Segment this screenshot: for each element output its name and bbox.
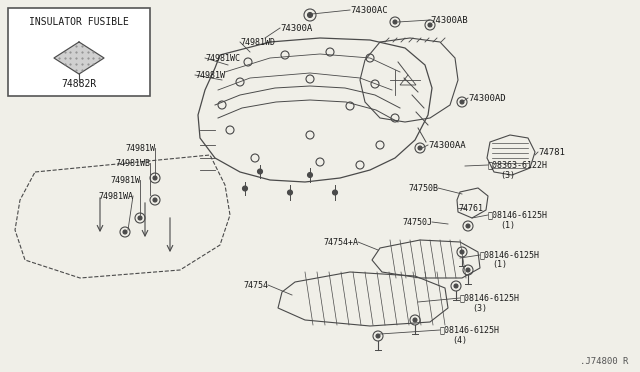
Circle shape (418, 146, 422, 150)
Text: INSULATOR FUSIBLE: INSULATOR FUSIBLE (29, 17, 129, 27)
Text: 74754+A: 74754+A (323, 237, 358, 247)
Text: 74750B: 74750B (408, 183, 438, 192)
FancyBboxPatch shape (8, 8, 150, 96)
Text: Ⓑ08146-6125H: Ⓑ08146-6125H (488, 211, 548, 219)
Circle shape (376, 334, 380, 338)
Text: 74981WA: 74981WA (98, 192, 133, 201)
Text: 74981WC: 74981WC (205, 54, 240, 62)
Polygon shape (54, 42, 104, 74)
Text: (1): (1) (492, 260, 507, 269)
Circle shape (454, 284, 458, 288)
Text: 74981W: 74981W (110, 176, 140, 185)
Circle shape (428, 23, 432, 27)
Text: (3): (3) (500, 170, 515, 180)
Circle shape (138, 216, 142, 220)
Circle shape (393, 20, 397, 24)
Text: .J74800 R: .J74800 R (580, 357, 628, 366)
Text: Ⓑ08146-6125H: Ⓑ08146-6125H (480, 250, 540, 260)
Circle shape (460, 250, 464, 254)
Text: Ⓑ08146-6125H: Ⓑ08146-6125H (460, 294, 520, 302)
Text: 74981W: 74981W (125, 144, 155, 153)
Text: (1): (1) (500, 221, 515, 230)
Circle shape (466, 268, 470, 272)
Text: Ⓑ08146-6125H: Ⓑ08146-6125H (440, 326, 500, 334)
Text: 74781: 74781 (538, 148, 565, 157)
Text: (4): (4) (452, 336, 467, 344)
Circle shape (243, 186, 248, 191)
Text: 74300AB: 74300AB (430, 16, 468, 25)
Text: 74750J: 74750J (402, 218, 432, 227)
Text: 74981W: 74981W (195, 71, 225, 80)
Text: 74300AA: 74300AA (428, 141, 466, 150)
Text: (3): (3) (472, 304, 487, 312)
Text: 74981WB: 74981WB (115, 158, 150, 167)
Circle shape (123, 230, 127, 234)
Circle shape (257, 169, 262, 174)
Circle shape (153, 198, 157, 202)
Circle shape (307, 173, 312, 177)
Text: 74754: 74754 (243, 280, 268, 289)
Text: 74882R: 74882R (61, 79, 97, 89)
Circle shape (307, 13, 312, 17)
Text: 74981WD: 74981WD (240, 38, 275, 46)
Circle shape (466, 224, 470, 228)
Text: 74761: 74761 (458, 203, 483, 212)
Text: 74300A: 74300A (280, 23, 312, 32)
Circle shape (460, 100, 464, 104)
Text: Ⓑ08363-6122H: Ⓑ08363-6122H (488, 160, 548, 170)
Circle shape (333, 190, 337, 195)
Circle shape (413, 318, 417, 322)
Text: 74300AC: 74300AC (350, 6, 388, 15)
Text: 74300AD: 74300AD (468, 93, 506, 103)
Circle shape (287, 190, 292, 195)
Circle shape (153, 176, 157, 180)
